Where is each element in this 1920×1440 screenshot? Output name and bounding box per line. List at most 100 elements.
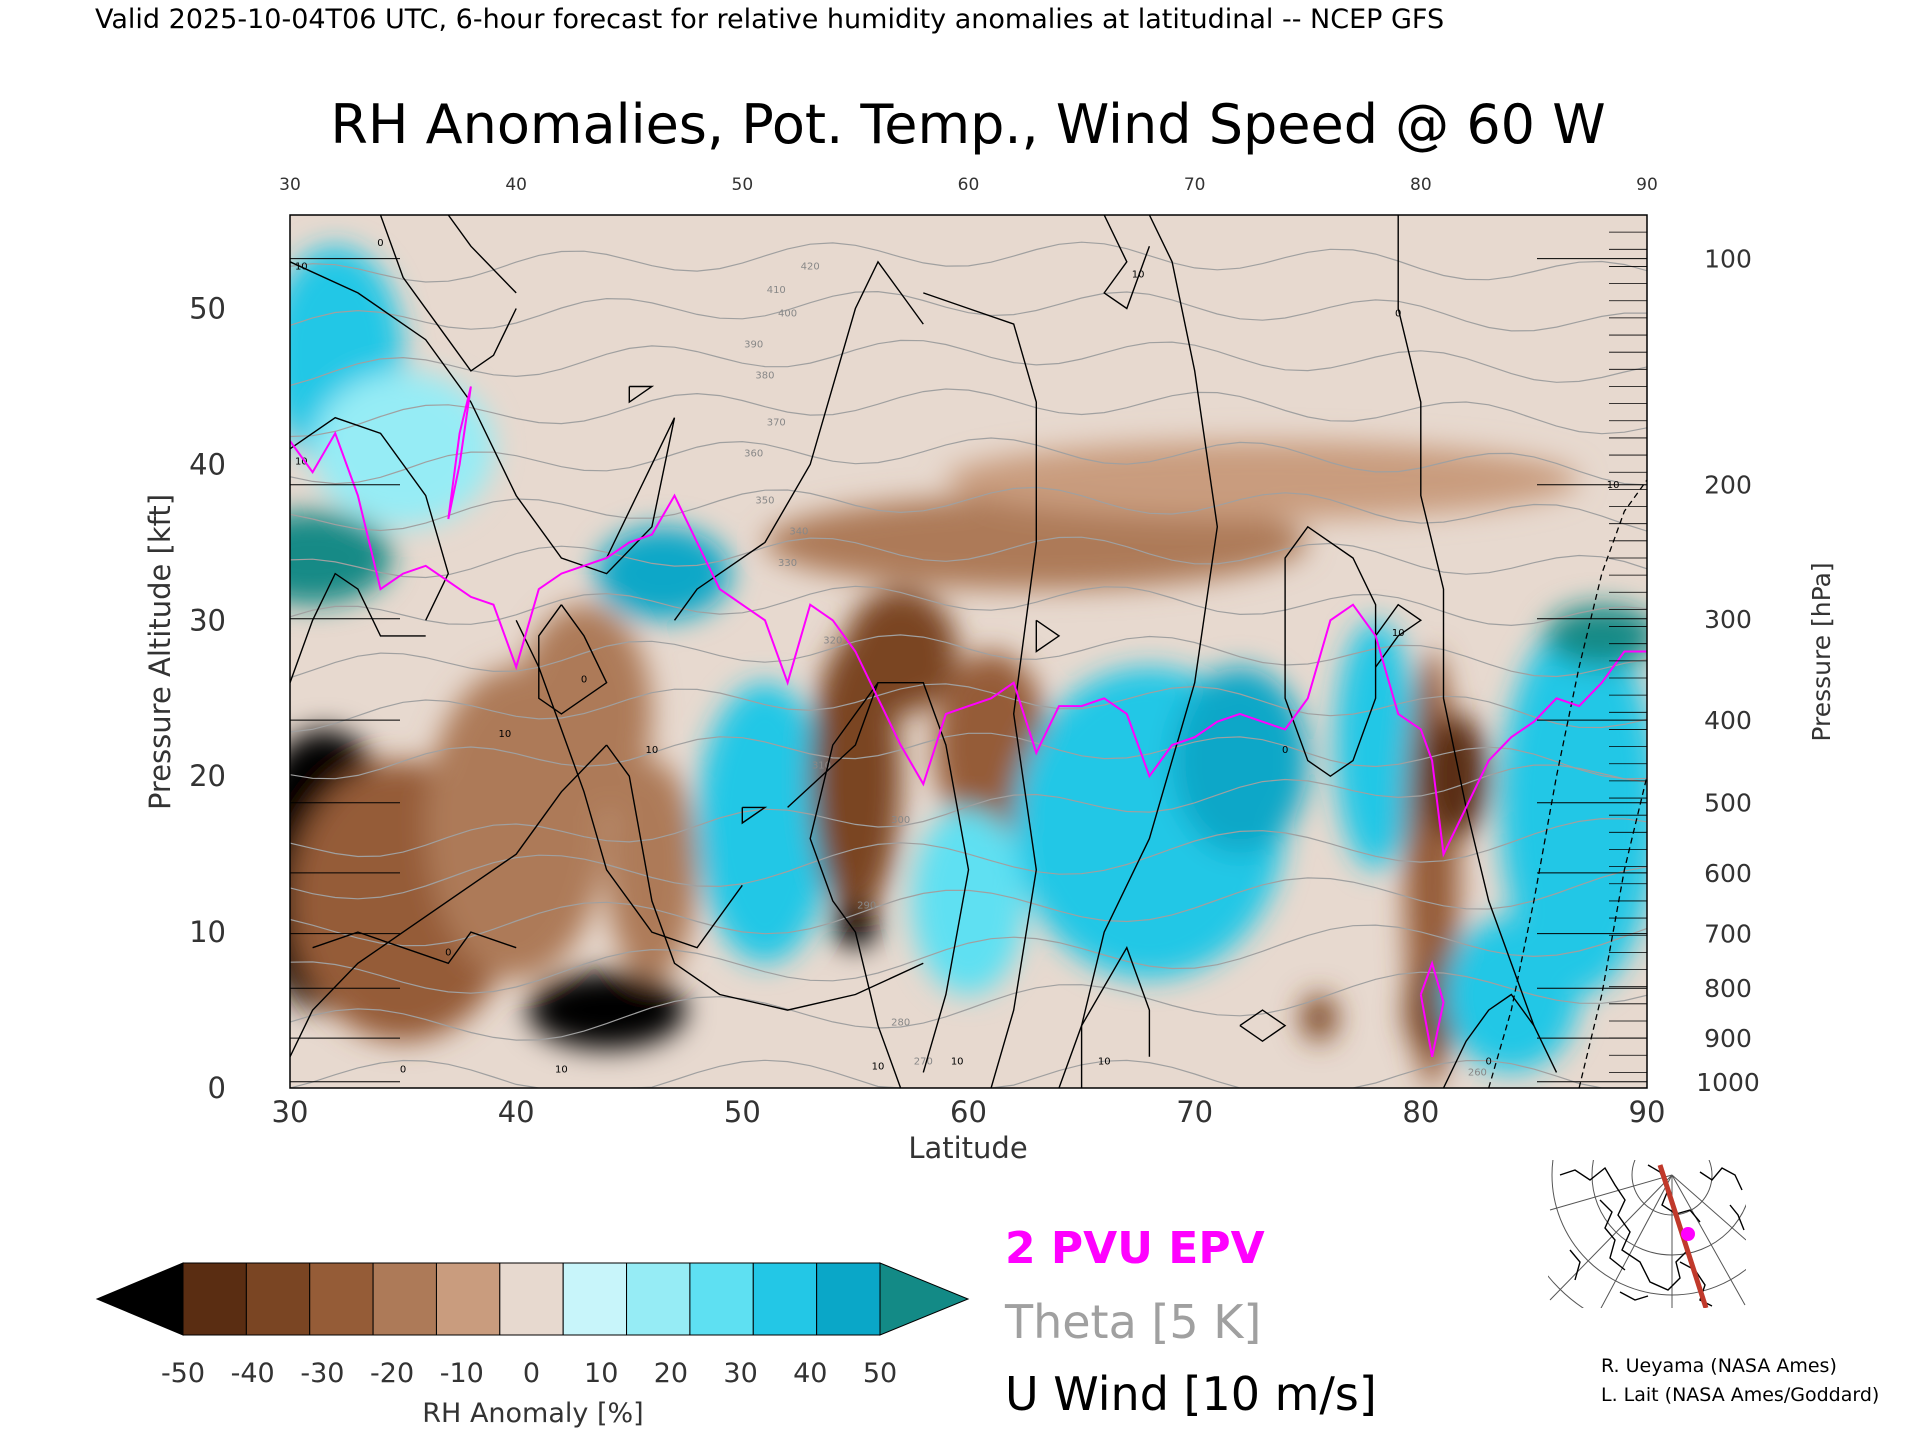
pressure-tick-label-800: 800 bbox=[1704, 974, 1752, 1003]
u-wind-label-7: 0 bbox=[400, 1064, 406, 1075]
rh-anomaly-field bbox=[290, 246, 1647, 1088]
theta-contour-260K bbox=[290, 1059, 1647, 1088]
u-wind-contour-4 bbox=[447, 215, 517, 294]
u-wind-label-4: 10 bbox=[498, 729, 511, 740]
x-tick-label-50: 50 bbox=[724, 1095, 761, 1129]
u-wind-contour-1 bbox=[290, 261, 676, 575]
x-axis-label: Latitude bbox=[908, 1131, 1027, 1165]
pressure-tick-label-500: 500 bbox=[1704, 789, 1752, 818]
u-wind-label-6: 0 bbox=[445, 947, 451, 958]
y-tick-label-40: 40 bbox=[189, 447, 226, 481]
colorbar: -50 -40 -30 -20 -10 0 10 20 30 40 50 bbox=[95, 1262, 970, 1389]
x-top-tick-label-70: 70 bbox=[1184, 175, 1206, 195]
theta-contour-310K bbox=[290, 764, 1647, 858]
u-wind-contour-20 bbox=[1239, 1009, 1287, 1043]
u-wind-label-1: 10 bbox=[295, 262, 308, 273]
theta-contour-340K bbox=[290, 634, 1647, 679]
u-wind-label-2: 10 bbox=[295, 456, 308, 467]
theta-contour-270K bbox=[290, 971, 1647, 1041]
x-top-tick-label-50: 50 bbox=[732, 175, 754, 195]
u-wind-contour-0 bbox=[379, 215, 517, 372]
colorbar-swatch-8 bbox=[689, 1262, 754, 1336]
u-wind-negative-contour-0 bbox=[1488, 479, 1647, 1088]
y-tick-label-10: 10 bbox=[189, 915, 226, 949]
u-wind-label-14: 10 bbox=[951, 1057, 964, 1068]
theta-label-2: 400 bbox=[778, 308, 797, 319]
rh-anomaly-region-27 bbox=[945, 441, 1580, 519]
theta-contour-290K bbox=[290, 866, 1647, 947]
colorbar-swatch-7 bbox=[626, 1262, 691, 1336]
u-wind-label-11: 0 bbox=[1282, 745, 1288, 756]
u-wind-contour-18 bbox=[1375, 603, 1423, 668]
u-wind-contour-16 bbox=[1284, 525, 1377, 778]
colorbar-swatch-4 bbox=[435, 1262, 501, 1336]
colorbar-tick-40: 40 bbox=[793, 1358, 827, 1389]
x-top-tick-label-30: 30 bbox=[279, 175, 301, 195]
colorbar-swatch-9 bbox=[752, 1262, 818, 1336]
x-tick-label-60: 60 bbox=[950, 1095, 987, 1129]
credit-lait: L. Lait (NASA Ames/Goddard) bbox=[1601, 1384, 1879, 1406]
theta-contour-320K bbox=[290, 732, 1647, 780]
u-wind-contour-8 bbox=[673, 260, 924, 621]
u-wind-contour-9 bbox=[923, 292, 1038, 1088]
colorbar-tick--30: -30 bbox=[300, 1358, 344, 1389]
epv-2pvu-fold bbox=[447, 386, 472, 520]
u-wind-contour-17 bbox=[1397, 215, 1558, 1073]
theta-label-3: 390 bbox=[744, 340, 763, 351]
u-wind-contour-23 bbox=[741, 806, 768, 825]
pressure-tick-label-200: 200 bbox=[1704, 471, 1752, 500]
theta-label-5: 370 bbox=[767, 417, 786, 428]
u-wind-label-0: 0 bbox=[377, 238, 383, 249]
colorbar-swatch-5 bbox=[499, 1262, 564, 1336]
theta-contour-280K bbox=[290, 924, 1647, 994]
x-tick-label-80: 80 bbox=[1402, 1095, 1439, 1129]
legend: 2 PVU EPV Theta [5 K] U Wind [10 m/s] bbox=[1004, 1223, 1377, 1421]
theta-label-4: 380 bbox=[755, 371, 774, 382]
colorbar-tick--10: -10 bbox=[440, 1358, 484, 1389]
section-marker bbox=[1681, 1227, 1695, 1241]
rh-anomaly-region-10 bbox=[697, 682, 833, 964]
u-wind-contour-2 bbox=[290, 416, 450, 621]
colorbar-tick--40: -40 bbox=[231, 1358, 275, 1389]
x-top-tick-label-90: 90 bbox=[1636, 175, 1658, 195]
pressure-tick-label-400: 400 bbox=[1704, 706, 1752, 735]
epv-2pvu-line bbox=[290, 430, 1647, 858]
pressure-tick-label-300: 300 bbox=[1704, 605, 1752, 634]
legend-theta: Theta [5 K] bbox=[1004, 1295, 1261, 1349]
u-wind-label-15: 10 bbox=[1098, 1057, 1111, 1068]
x-tick-label-70: 70 bbox=[1176, 1095, 1213, 1129]
u-wind-contour-5 bbox=[515, 619, 743, 949]
u-wind-contour-7 bbox=[606, 744, 924, 1011]
colorbar-tick--20: -20 bbox=[370, 1358, 414, 1389]
rh-anomaly-region-4 bbox=[527, 971, 686, 1050]
theta-label-6: 360 bbox=[744, 449, 763, 460]
pressure-tick-label-600: 600 bbox=[1704, 859, 1752, 888]
colorbar-over-arrow bbox=[879, 1262, 970, 1336]
y-tick-label-30: 30 bbox=[189, 603, 226, 637]
y-axis-label-right: Pressure [hPa] bbox=[1807, 562, 1836, 741]
pressure-tick-label-1000: 1000 bbox=[1696, 1068, 1760, 1097]
rh-anomaly-region-22 bbox=[1420, 713, 1489, 839]
rh-anomaly-region-12 bbox=[832, 900, 879, 948]
u-wind-contour-6 bbox=[538, 604, 608, 715]
pressure-tick-label-100: 100 bbox=[1704, 245, 1752, 274]
rh-anomaly-region-15 bbox=[911, 807, 1026, 995]
colorbar-swatch-3 bbox=[372, 1262, 437, 1336]
valid-time-line: Valid 2025-10-04T06 UTC, 6-hour forecast… bbox=[95, 4, 1444, 35]
x-tick-label-30: 30 bbox=[272, 1095, 309, 1129]
u-wind-contour-14 bbox=[1103, 215, 1151, 310]
u-wind-contour-21 bbox=[1442, 993, 1535, 1088]
u-wind-label-9: 10 bbox=[1132, 269, 1145, 280]
pressure-tick-label-700: 700 bbox=[1704, 920, 1752, 949]
u-wind-label-12: 10 bbox=[1392, 628, 1405, 639]
rh-anomaly-region-19 bbox=[1300, 994, 1338, 1042]
u-wind-contours: 0 10 10 0 10 10 0 0 10 10 0 0 10 10 10 10 0 10 bbox=[290, 215, 1647, 1088]
epv-2pvu-contour bbox=[290, 386, 1647, 1058]
x-top-tick-label-40: 40 bbox=[505, 175, 527, 195]
u-wind-contour-3 bbox=[290, 572, 426, 683]
theta-label-0: 420 bbox=[801, 262, 820, 273]
plot-frame bbox=[289, 214, 1648, 1089]
u-wind-contour-22 bbox=[1035, 619, 1061, 653]
epv-2pvu-low-fold bbox=[1419, 960, 1445, 1058]
